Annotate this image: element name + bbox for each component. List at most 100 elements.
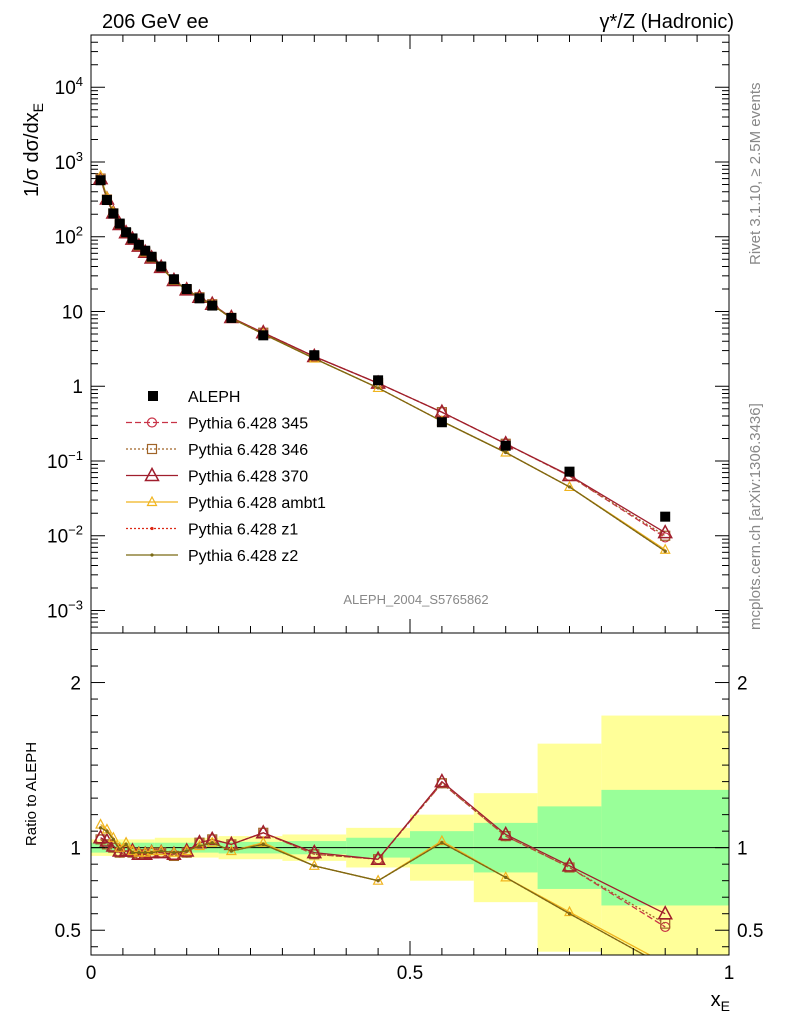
ratio-series-3-point-9 — [155, 844, 167, 856]
ratio-series-5-point-1 — [105, 829, 109, 833]
ratio-series-3-point-7 — [139, 846, 151, 857]
aleph-data-point-10 — [168, 274, 179, 285]
ratio-series-2-point-1 — [99, 832, 115, 847]
y-tick-label-0-exponent: −3 — [68, 597, 83, 612]
ratio-y-tick-label-left-1: 1 — [70, 839, 81, 860]
ratio-series-2-point-13 — [204, 830, 220, 846]
main-series-1-point-21 — [660, 530, 671, 541]
legend-marker-3 — [146, 495, 158, 507]
aleph-data-point-19 — [500, 440, 511, 451]
legend-label-3: Pythia 6.428 ambt1 — [188, 495, 326, 512]
legend-marker-1 — [146, 443, 158, 455]
ratio-series-3-point-18 — [436, 834, 448, 846]
ratio-series-5-point-7 — [143, 851, 147, 855]
x-tick-label-2: 1 — [724, 963, 735, 984]
legend: ALEPH Pythia 6.428 345 Pythia 6.428 346 Pyt… — [126, 389, 326, 565]
ratio-series-2-point-19 — [497, 825, 514, 841]
legend-marker-2 — [144, 466, 160, 482]
main-series-5-point-20 — [567, 485, 572, 489]
y-tick-label-0: 10−3 — [47, 597, 83, 622]
ratio-series-5-point-9 — [159, 849, 163, 853]
y-tick-label-1: 10−2 — [47, 523, 83, 548]
main-y-axis-label: 1/σ dσ/dxE — [21, 103, 46, 197]
ratio-series-5-point-11 — [185, 849, 189, 853]
ratio-series-2-point-16 — [306, 844, 323, 859]
main-series-line-5 — [99, 177, 666, 552]
legend-marker-5 — [150, 553, 154, 557]
main-series-5-point-17 — [376, 386, 380, 390]
ratio-series-3-point-20 — [564, 905, 575, 917]
y-tick-label-6-exponent: 3 — [76, 149, 83, 164]
main-series-line-0 — [99, 178, 666, 538]
aleph-data-point-0 — [95, 175, 106, 186]
main-y-axis-label-sub: E — [30, 103, 46, 112]
ratio-y-tick-label-right-2: 2 — [737, 674, 748, 695]
ratio-series-5-point-2 — [111, 837, 115, 842]
ratio-series-5-point-16 — [312, 864, 316, 868]
legend-label-1: Pythia 6.428 346 — [188, 442, 308, 459]
ratio-series-5-point-3 — [118, 847, 122, 851]
y-tick-label-5: 102 — [55, 224, 83, 249]
legend-label-5: Pythia 6.428 z2 — [188, 548, 298, 565]
aleph-data-point-1 — [101, 195, 112, 206]
ratio-series-2-point-20 — [561, 857, 578, 872]
aleph-data-point-12 — [194, 293, 205, 304]
aleph-data-point-18 — [436, 417, 447, 428]
aleph-data-point-6 — [133, 239, 144, 250]
ratio-y-tick-label-right-1: 1 — [737, 839, 748, 860]
ratio-series-5-point-5 — [130, 851, 135, 855]
ratio-series-5-point-0 — [98, 826, 103, 830]
main-series-line-4 — [99, 177, 666, 552]
ratio-series-5-point-4 — [124, 842, 128, 846]
ratio-series-group — [92, 773, 673, 955]
aleph-data-point-15 — [258, 330, 269, 341]
ratio-y-axis-label: Ratio to ALEPH — [23, 742, 40, 846]
y-tick-label-6: 103 — [55, 149, 83, 174]
y-tick-label-5-exponent: 2 — [76, 224, 83, 239]
legend-label-4: Pythia 6.428 z1 — [188, 522, 298, 539]
x-tick-label-0: 0 — [86, 963, 97, 984]
y-tick-label-1-exponent: −2 — [68, 523, 83, 538]
y-tick-label-2-exponent: −1 — [68, 448, 83, 463]
main-series-line-2 — [99, 178, 666, 534]
y-tick-label-4: 10 — [62, 302, 83, 323]
legend-marker-0 — [146, 417, 158, 428]
ratio-series-2-point-12 — [191, 834, 208, 849]
ratio-series-5-point-18 — [440, 841, 444, 845]
ratio-series-5-point-14 — [229, 849, 233, 853]
ratio-series-3-point-13 — [206, 836, 218, 847]
header-left-title: 206 GeV ee — [102, 11, 209, 33]
ratio-series-2-point-21 — [657, 905, 673, 920]
x-axis-label: xE — [711, 989, 730, 1014]
ratio-series-5-point-20 — [567, 912, 572, 916]
x-tick-label-1: 0.5 — [397, 963, 423, 984]
ratio-series-3-point-8 — [146, 844, 158, 856]
ratio-series-3-point-1 — [101, 823, 113, 834]
ratio-series-5-point-8 — [150, 851, 154, 855]
main-series-5-point-19 — [504, 450, 508, 455]
legend-label-0: Pythia 6.428 345 — [188, 416, 308, 433]
aleph-data-point-4 — [121, 227, 132, 238]
aleph-data-point-5 — [127, 233, 138, 244]
ratio-series-3-point-6 — [133, 846, 145, 857]
ratio-series-5-point-10 — [172, 851, 176, 855]
ratio-series-line-5 — [100, 827, 646, 955]
x-axis-label-sub: E — [721, 998, 730, 1014]
aleph-data-point-16 — [309, 350, 320, 361]
aleph-data-point-17 — [373, 375, 384, 386]
aleph-data-point-3 — [114, 218, 125, 229]
mcplots-label: mcplots.cern.ch [arXiv:1306.3436] — [747, 403, 764, 630]
ratio-y-tick-label-left-2: 2 — [70, 674, 81, 695]
legend-marker-4 — [150, 526, 154, 531]
ratio-series-5-point-17 — [376, 879, 380, 883]
ratio-series-2-point-18 — [434, 773, 450, 788]
main-series-5-point-21 — [663, 549, 667, 553]
analysis-label: ALEPH_2004_S5765862 — [343, 592, 488, 607]
ratio-series-2-point-17 — [370, 850, 386, 865]
y-tick-label-2: 10−1 — [47, 448, 83, 473]
legend-label-aleph: ALEPH — [188, 389, 240, 406]
aleph-data-point-21 — [660, 511, 671, 522]
y-tick-label-7-exponent: 4 — [76, 74, 83, 89]
ratio-y-tick-label-left-0: 0.5 — [55, 921, 81, 942]
